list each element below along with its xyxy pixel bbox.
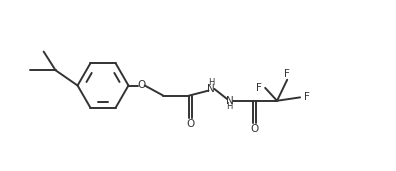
Text: F: F: [257, 83, 262, 93]
Text: O: O: [251, 124, 259, 134]
Text: H: H: [227, 102, 233, 111]
Text: F: F: [304, 92, 310, 102]
Text: O: O: [137, 81, 145, 90]
Text: O: O: [186, 119, 194, 129]
Text: F: F: [284, 69, 290, 79]
Text: N: N: [226, 96, 233, 106]
Text: N: N: [207, 84, 215, 94]
Text: H: H: [208, 78, 214, 87]
